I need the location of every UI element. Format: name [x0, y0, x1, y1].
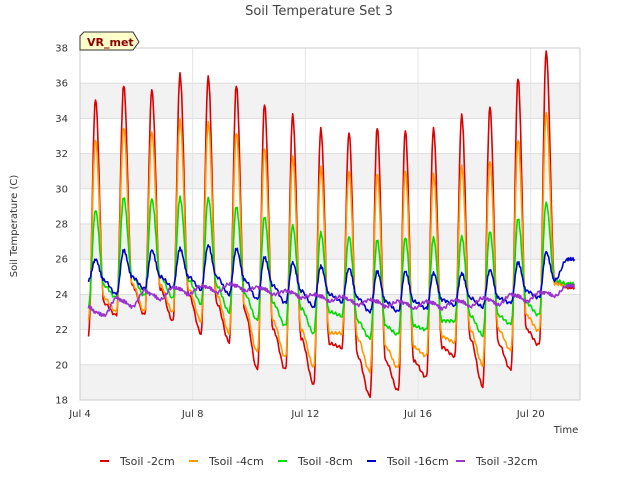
legend-label: Tsoil -2cm [119, 455, 175, 468]
plot-band [80, 83, 580, 119]
series-line-tsoil-32cm [87, 281, 576, 318]
series-line-tsoil-16cm [87, 244, 576, 314]
x-tick-label: Jul 8 [181, 409, 204, 420]
legend-label: Tsoil -32cm [475, 455, 538, 468]
x-tick-label: Jul 20 [516, 409, 545, 420]
x-axis-title: Time [553, 425, 578, 436]
series-line-tsoil-4cm [87, 111, 576, 374]
x-tick-label: Jul 16 [403, 409, 432, 420]
plot-frame [79, 47, 581, 401]
y-tick-label: 34 [55, 114, 68, 125]
series-line-tsoil-2cm [87, 50, 576, 399]
legend-label: Tsoil -4cm [208, 455, 264, 468]
y-tick-label: 22 [55, 325, 68, 336]
y-tick-label: 18 [55, 396, 68, 407]
y-tick-label: 20 [55, 360, 68, 371]
series-lines [87, 50, 576, 399]
site-badge-box [79, 31, 140, 51]
x-tick-label: Jul 12 [290, 409, 319, 420]
plot-band [80, 153, 580, 189]
y-tick-label: 36 [55, 79, 68, 90]
y-tick-label: 28 [55, 220, 68, 231]
chart-title: Soil Temperature Set 3 [245, 4, 393, 19]
y-axis-title: Soil Temperature (C) [9, 175, 20, 278]
y-tick-label: 38 [55, 44, 68, 55]
legend-label: Tsoil -16cm [386, 455, 449, 468]
plot-band [80, 224, 580, 260]
y-axis: 18 20 22 24 26 28 30 32 34 36 38 [55, 44, 68, 407]
y-tick-label: 30 [55, 184, 68, 195]
legend-label: Tsoil -8cm [297, 455, 353, 468]
x-axis: Jul 4 Jul 8 Jul 12 Jul 16 Jul 20 [68, 409, 544, 420]
legend: Tsoil -2cm Tsoil -4cm Tsoil -8cm Tsoil -16c… [100, 455, 538, 468]
x-tick-label: Jul 4 [68, 409, 91, 420]
site-badge: VR_met [79, 31, 140, 51]
plot-background-bands [80, 83, 580, 400]
y-tick-label: 26 [55, 255, 68, 266]
y-tick-label: 24 [55, 290, 68, 301]
y-tick-label: 32 [55, 149, 68, 160]
plot-band [80, 364, 580, 400]
site-badge-label: VR_met [87, 36, 134, 49]
